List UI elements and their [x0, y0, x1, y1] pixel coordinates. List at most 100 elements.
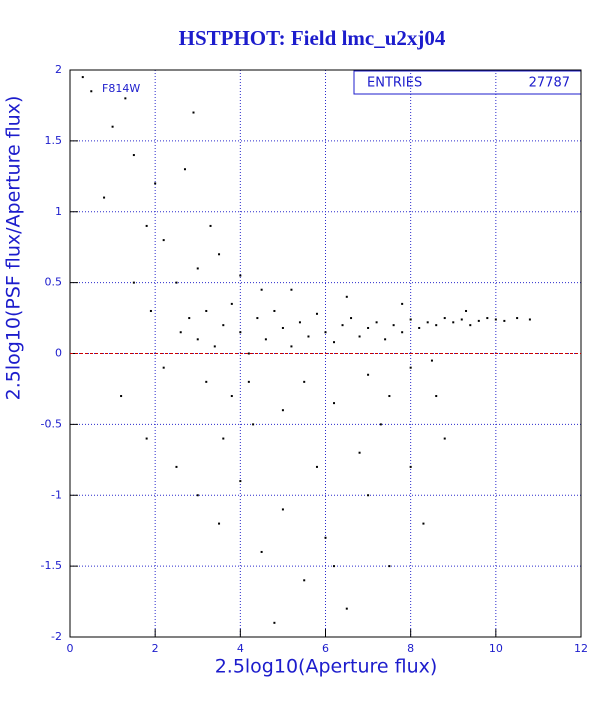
point — [345, 295, 348, 298]
point — [90, 90, 93, 93]
point — [196, 494, 199, 497]
point — [435, 324, 438, 327]
point — [183, 168, 186, 171]
point — [162, 239, 165, 242]
y-tick-label: 1 — [55, 205, 62, 218]
point — [375, 321, 378, 324]
point — [388, 565, 391, 568]
point — [401, 302, 404, 305]
point — [460, 318, 463, 321]
point — [230, 395, 233, 398]
y-tick-label: 1.5 — [45, 134, 63, 147]
point — [333, 565, 336, 568]
x-tick-label: 2 — [152, 642, 159, 655]
point — [379, 423, 382, 426]
point — [315, 465, 318, 468]
x-tick-label: 8 — [407, 642, 414, 655]
point — [290, 288, 293, 291]
y-tick-label: 0.5 — [45, 276, 63, 289]
point — [303, 579, 306, 582]
point — [213, 345, 216, 348]
point — [222, 324, 225, 327]
y-tick-label: -0.5 — [41, 417, 62, 430]
point — [503, 319, 506, 322]
y-axis-label: 2.5log10(PSF flux/Aperture flux) — [3, 96, 25, 401]
point — [324, 331, 327, 334]
point — [477, 319, 480, 322]
point — [469, 324, 472, 327]
point — [384, 338, 387, 341]
annotation: F814W — [102, 82, 140, 95]
point — [418, 326, 421, 329]
point — [252, 423, 255, 426]
point — [350, 317, 353, 320]
point — [307, 335, 310, 338]
point — [247, 352, 250, 355]
point — [260, 550, 263, 553]
point — [260, 288, 263, 291]
point — [247, 380, 250, 383]
point — [324, 536, 327, 539]
point — [333, 341, 336, 344]
point — [162, 366, 165, 369]
x-tick-label: 12 — [574, 642, 588, 655]
point — [303, 380, 306, 383]
point — [149, 309, 152, 312]
point — [367, 326, 370, 329]
stats-label: ENTRIES — [367, 76, 422, 91]
point — [188, 317, 191, 320]
point — [196, 338, 199, 341]
point — [218, 522, 221, 525]
x-tick-label: 0 — [67, 642, 74, 655]
point — [120, 395, 123, 398]
point — [409, 318, 412, 321]
point — [486, 317, 489, 320]
point — [426, 321, 429, 324]
point — [367, 494, 370, 497]
point — [290, 345, 293, 348]
x-tick-label: 4 — [237, 642, 244, 655]
point — [81, 76, 84, 79]
y-tick-label: 2 — [55, 63, 62, 76]
point — [281, 508, 284, 511]
point — [175, 281, 178, 284]
point — [409, 366, 412, 369]
point — [333, 402, 336, 405]
point — [452, 321, 455, 324]
point — [111, 125, 114, 128]
y-tick-label: -2 — [51, 630, 62, 643]
chart-title: HSTPHOT: Field lmc_u2xj04 — [179, 26, 446, 50]
point — [422, 522, 425, 525]
point — [145, 224, 148, 227]
point — [367, 373, 370, 376]
point — [103, 196, 106, 199]
x-tick-label: 10 — [489, 642, 503, 655]
point — [273, 621, 276, 624]
point — [222, 437, 225, 440]
point — [239, 274, 242, 277]
point — [218, 253, 221, 256]
point — [230, 302, 233, 305]
point — [465, 309, 468, 312]
point — [443, 437, 446, 440]
point — [341, 324, 344, 327]
point — [281, 409, 284, 412]
point — [132, 281, 135, 284]
point — [409, 465, 412, 468]
point — [205, 309, 208, 312]
point — [239, 331, 242, 334]
point — [124, 97, 127, 100]
point — [273, 309, 276, 312]
point — [401, 331, 404, 334]
point — [435, 395, 438, 398]
point — [388, 395, 391, 398]
point — [528, 318, 531, 321]
point — [145, 437, 148, 440]
point — [430, 359, 433, 362]
point — [345, 607, 348, 610]
x-axis-label: 2.5log10(Aperture flux) — [215, 656, 438, 678]
point — [494, 318, 497, 321]
point — [358, 451, 361, 454]
point — [209, 224, 212, 227]
